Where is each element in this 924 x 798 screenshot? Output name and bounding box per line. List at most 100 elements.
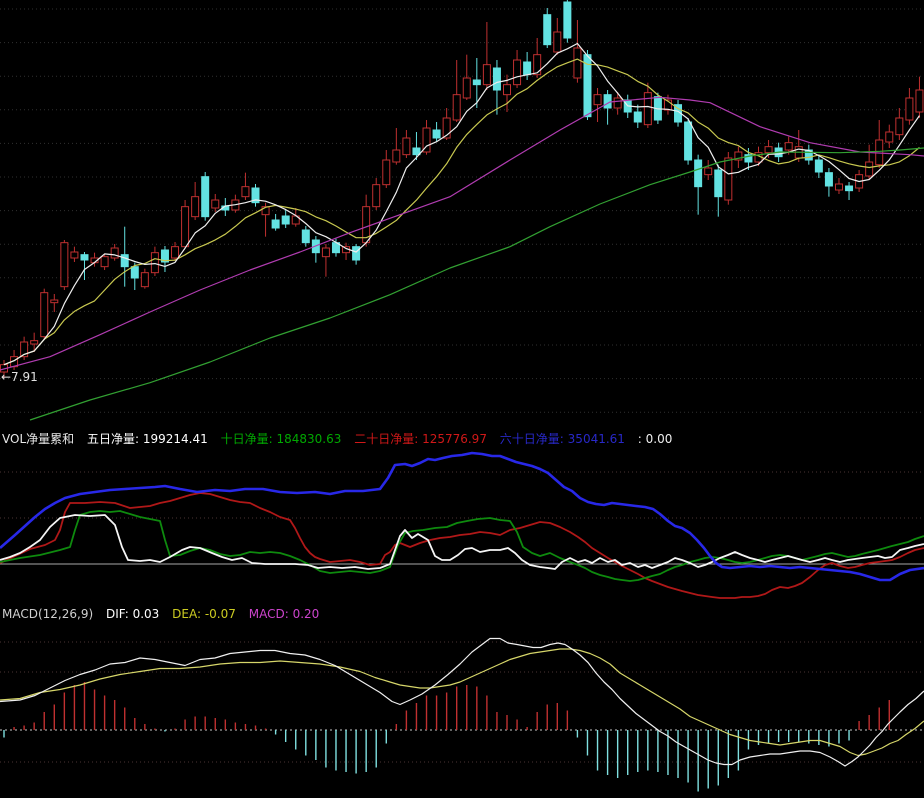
candle-body (724, 157, 733, 201)
candle-up (50, 294, 59, 312)
candle-down (714, 164, 723, 217)
candle-body (553, 31, 562, 53)
vol-indicator-header: VOL净量累和 五日净量: 199214.41 十日净量: 184830.63 … (2, 432, 672, 447)
vol-item-value: 125776.97 (422, 432, 487, 446)
candle-up (372, 178, 381, 210)
candle-body (452, 94, 461, 121)
candle-body (60, 242, 69, 288)
candle-up (794, 130, 803, 162)
candle-up (573, 20, 582, 83)
candle-up (261, 202, 270, 237)
candle-up (875, 120, 884, 168)
candle-down (543, 8, 552, 48)
candle-body (583, 54, 592, 118)
candle-body (573, 47, 582, 79)
candle-body (392, 149, 401, 163)
candle-down (412, 132, 421, 160)
kline-grid (0, 8, 924, 413)
candle-up (30, 332, 39, 352)
candle-up (905, 88, 914, 125)
candle-up (613, 92, 622, 115)
candle-body (694, 159, 703, 188)
vol-line-十日净量 (0, 510, 924, 582)
candle-body (120, 254, 129, 268)
candle-down (744, 148, 753, 170)
vol-header-cursor-value: : 0.00 (637, 432, 673, 446)
candle-body (482, 64, 491, 86)
macd-item-dea: DEA: -0.07 (172, 607, 236, 621)
candle-body (523, 61, 532, 76)
candle-body (382, 159, 391, 186)
candle-down (684, 118, 693, 165)
candle-up (663, 94, 672, 115)
macd-header-title: MACD(12,26,9) (2, 607, 94, 621)
candle-body (593, 94, 602, 106)
candle-down (633, 104, 642, 128)
candle-down (221, 198, 230, 216)
candle-down (845, 182, 854, 200)
candle-down (160, 246, 169, 272)
candle-body (643, 92, 652, 126)
candle-body (613, 97, 622, 109)
vol-item-label: 十日净量: (220, 432, 273, 446)
candle-up (452, 60, 461, 122)
candle-body (372, 184, 381, 208)
candle-down (251, 184, 260, 207)
candle-body (100, 256, 109, 268)
vol-lines (0, 451, 924, 599)
candle-up (181, 200, 190, 249)
candle-body (150, 252, 159, 274)
macd-item-label: MACD: (248, 607, 289, 621)
candle-down (694, 154, 703, 215)
candle-down (281, 210, 290, 228)
candle-down (824, 168, 833, 197)
candle-up (553, 18, 562, 55)
candle-up (754, 146, 763, 166)
candle-body (171, 246, 180, 259)
candle-body (251, 187, 260, 204)
candle-up (422, 120, 431, 155)
ma60-line (29, 147, 924, 421)
candle-body (905, 97, 914, 121)
candle-body (40, 292, 49, 338)
candle-up (734, 146, 743, 168)
candle-body (130, 266, 139, 279)
candle-body (834, 183, 843, 191)
candle-body (563, 1, 572, 39)
candle-up (211, 194, 220, 212)
vol-line-六十日净量 (0, 451, 924, 582)
candle-up (100, 254, 109, 270)
candle-body (714, 169, 723, 198)
candle-up (462, 54, 471, 100)
candle-up (885, 124, 894, 148)
ma20-line (0, 96, 924, 371)
candle-up (915, 76, 924, 118)
candle-body (241, 186, 250, 198)
candle-up (171, 242, 180, 261)
candle-body (20, 341, 29, 358)
candle-up (895, 108, 904, 140)
candle-body (70, 251, 79, 259)
dif-line (0, 637, 924, 767)
candle-down (472, 58, 481, 108)
candle-body (321, 247, 330, 258)
candle-up (321, 244, 330, 277)
candle-down (80, 252, 89, 280)
candle-body (442, 117, 451, 139)
candle-up (150, 246, 159, 276)
candle-body (492, 67, 501, 91)
candle-up (392, 128, 401, 165)
candle-body (211, 199, 220, 209)
candle-up (342, 242, 351, 260)
vol-line-五日净量 (0, 514, 924, 570)
macd-item-macd: MACD: 0.20 (249, 607, 320, 621)
candle-up (40, 288, 49, 340)
vol-item-value: 199214.41 (142, 432, 208, 446)
candle-body (352, 246, 361, 261)
lowest-price-annotation: ←7.91 (1, 370, 38, 384)
vol-item-label: 五日净量: (86, 432, 140, 446)
candle-body (814, 159, 823, 173)
candle-body (201, 176, 210, 218)
candle-down (352, 244, 361, 265)
